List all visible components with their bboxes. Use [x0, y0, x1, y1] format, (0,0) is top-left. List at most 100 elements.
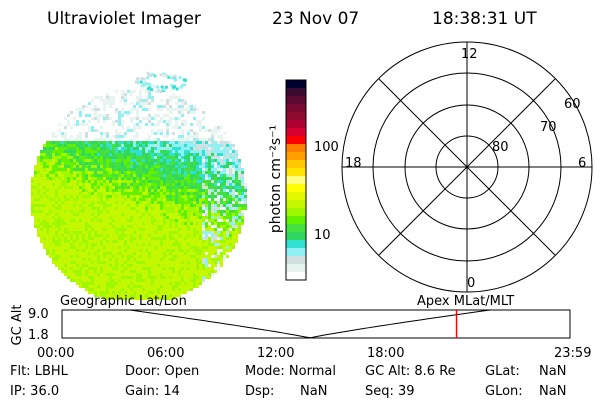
uv-pixel — [46, 237, 49, 240]
uv-pixel — [166, 249, 169, 252]
uv-pixel — [178, 252, 181, 255]
uv-pixel — [160, 132, 163, 135]
uv-pixel — [208, 252, 211, 255]
uv-pixel — [223, 159, 226, 162]
uv-pixel — [55, 165, 58, 168]
uv-pixel — [112, 144, 115, 147]
uv-pixel — [121, 147, 124, 150]
uv-pixel — [145, 171, 148, 174]
uv-pixel — [79, 147, 82, 150]
uv-pixel — [46, 168, 49, 171]
uv-pixel — [160, 168, 163, 171]
uv-pixel — [133, 192, 136, 195]
uv-pixel — [115, 111, 118, 114]
uv-pixel — [220, 240, 223, 243]
uv-pixel — [106, 147, 109, 150]
uv-pixel — [172, 147, 175, 150]
uv-pixel — [121, 141, 124, 144]
uv-pixel — [181, 171, 184, 174]
uv-pixel — [130, 153, 133, 156]
uv-pixel — [193, 228, 196, 231]
uv-pixel — [79, 174, 82, 177]
uv-pixel — [97, 231, 100, 234]
uv-pixel — [97, 213, 100, 216]
uv-pixel — [37, 225, 40, 228]
uv-pixel — [88, 255, 91, 258]
uv-pixel — [238, 198, 241, 201]
uv-pixel — [241, 168, 244, 171]
uv-pixel — [193, 159, 196, 162]
uv-pixel — [157, 282, 160, 285]
uv-pixel — [142, 225, 145, 228]
uv-pixel — [184, 144, 187, 147]
uv-pixel — [124, 141, 127, 144]
uv-pixel — [190, 174, 193, 177]
uv-pixel — [82, 204, 85, 207]
uv-pixel — [211, 138, 214, 141]
uv-pixel — [205, 258, 208, 261]
uv-pixel — [193, 210, 196, 213]
uv-pixel — [196, 150, 199, 153]
uv-pixel — [220, 234, 223, 237]
uv-pixel — [145, 99, 148, 102]
uv-pixel — [169, 96, 172, 99]
uv-pixel — [67, 258, 70, 261]
dsp-label: Dsp: — [245, 384, 275, 399]
uv-pixel — [217, 264, 220, 267]
uv-pixel — [199, 228, 202, 231]
uv-pixel — [55, 207, 58, 210]
uv-pixel — [211, 270, 214, 273]
uv-pixel — [115, 198, 118, 201]
uv-pixel — [46, 180, 49, 183]
uv-pixel — [85, 147, 88, 150]
uv-pixel — [79, 123, 82, 126]
uv-pixel — [220, 231, 223, 234]
uv-pixel — [133, 159, 136, 162]
uv-pixel — [55, 237, 58, 240]
uv-pixel — [226, 201, 229, 204]
uv-pixel — [175, 141, 178, 144]
uv-pixel — [205, 177, 208, 180]
uv-pixel — [31, 177, 34, 180]
uv-pixel — [229, 198, 232, 201]
uv-pixel — [100, 150, 103, 153]
uv-pixel — [79, 138, 82, 141]
uv-pixel — [37, 189, 40, 192]
uv-pixel — [190, 213, 193, 216]
uv-pixel — [112, 195, 115, 198]
uv-pixel — [241, 219, 244, 222]
uv-pixel — [217, 204, 220, 207]
uv-pixel — [121, 90, 124, 93]
uv-pixel — [34, 210, 37, 213]
uv-pixel — [211, 153, 214, 156]
uv-pixel — [31, 213, 34, 216]
uv-pixel — [217, 228, 220, 231]
uv-pixel — [184, 216, 187, 219]
uv-pixel — [196, 285, 199, 288]
uv-pixel — [100, 99, 103, 102]
uv-pixel — [31, 180, 34, 183]
uv-pixel — [151, 171, 154, 174]
uv-pixel — [79, 210, 82, 213]
uv-pixel — [190, 273, 193, 276]
uv-pixel — [244, 183, 247, 186]
uv-pixel — [175, 282, 178, 285]
uv-pixel — [124, 186, 127, 189]
uv-pixel — [136, 135, 139, 138]
uv-pixel — [199, 261, 202, 264]
uv-pixel — [169, 99, 172, 102]
uv-pixel — [226, 249, 229, 252]
uv-pixel — [88, 126, 91, 129]
uv-pixel — [157, 147, 160, 150]
uv-pixel — [163, 222, 166, 225]
uv-pixel — [85, 282, 88, 285]
uv-pixel — [172, 270, 175, 273]
uv-pixel — [208, 228, 211, 231]
uv-pixel — [121, 234, 124, 237]
uv-pixel — [94, 219, 97, 222]
uv-pixel — [61, 255, 64, 258]
uv-pixel — [49, 174, 52, 177]
uv-pixel — [220, 228, 223, 231]
uv-pixel — [103, 246, 106, 249]
uv-pixel — [109, 144, 112, 147]
